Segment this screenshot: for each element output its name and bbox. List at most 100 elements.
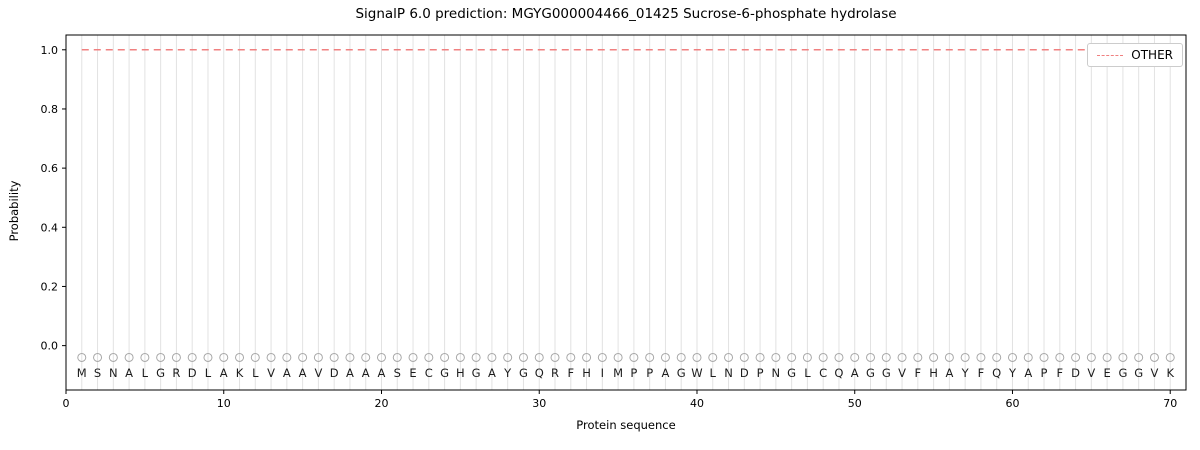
residue-letter: V [898, 366, 906, 380]
residue-marker [203, 352, 213, 362]
x-tick-label: 10 [217, 397, 231, 410]
residue-marker [455, 352, 465, 362]
residue-letter: C [425, 366, 433, 380]
residue-letter: A [378, 366, 386, 380]
y-axis-label: Probability [7, 180, 21, 242]
residue-letter: S [94, 366, 101, 380]
y-tick-label: 0.6 [41, 162, 59, 175]
legend-dashed-line-icon [1097, 54, 1124, 56]
residue-marker [313, 352, 323, 362]
y-tick-label: 1.0 [41, 44, 59, 57]
residue-letter: R [551, 366, 559, 380]
residue-letter: G [1134, 366, 1143, 380]
residue-marker [108, 352, 118, 362]
residue-letter: H [456, 366, 465, 380]
residue-marker [724, 352, 734, 362]
y-tick-label: 0.8 [41, 103, 59, 116]
axes-spines [65, 34, 1187, 391]
residue-marker [487, 352, 497, 362]
residue-letter: H [929, 366, 938, 380]
residue-letter: D [1071, 366, 1080, 380]
residue-marker [124, 352, 134, 362]
residue-marker [976, 352, 986, 362]
x-tick-label: 40 [690, 397, 704, 410]
chart-title: SignalP 6.0 prediction: MGYG000004466_01… [355, 6, 897, 22]
residue-marker [676, 352, 686, 362]
residue-marker [850, 352, 860, 362]
residue-marker [550, 352, 560, 362]
residue-letter: Y [1008, 366, 1017, 380]
residue-marker [471, 352, 481, 362]
residue-marker [582, 352, 592, 362]
residue-letter: A [283, 366, 291, 380]
residue-letter: F [1056, 366, 1063, 380]
residue-letter: Q [992, 366, 1001, 380]
residue-marker [392, 352, 402, 362]
residue-marker [156, 352, 166, 362]
residue-letter: F [567, 366, 574, 380]
residue-marker [298, 352, 308, 362]
residue-letter: M [77, 366, 87, 380]
legend: OTHER [1087, 43, 1183, 67]
residue-letter: F [978, 366, 985, 380]
residue-letter: A [346, 366, 354, 380]
residue-letter: V [267, 366, 275, 380]
residue-letter: K [236, 366, 244, 380]
residue-marker [629, 352, 639, 362]
residue-letter: G [156, 366, 165, 380]
residue-marker [1149, 352, 1159, 362]
residue-marker [1007, 352, 1017, 362]
residue-letter: P [1041, 366, 1048, 380]
residue-letter: G [882, 366, 891, 380]
residue-letter: K [1166, 366, 1174, 380]
residue-marker [881, 352, 891, 362]
residue-letter: I [601, 366, 604, 380]
residue-marker [897, 352, 907, 362]
residue-letter: W [691, 366, 702, 380]
residue-letter: A [362, 366, 370, 380]
residue-marker [518, 352, 528, 362]
residue-marker [944, 352, 954, 362]
residue-marker [1023, 352, 1033, 362]
residue-letter: A [1024, 366, 1032, 380]
residue-letter: L [142, 366, 149, 380]
y-tick-label: 0.0 [41, 340, 59, 353]
residue-letter: Q [834, 366, 843, 380]
residue-letter: G [440, 366, 449, 380]
residue-marker [424, 352, 434, 362]
residue-letter: L [804, 366, 811, 380]
residue-letter: A [851, 366, 859, 380]
residue-letter: C [819, 366, 827, 380]
residue-marker [597, 352, 607, 362]
residue-marker [1086, 352, 1096, 362]
residue-letter: A [220, 366, 228, 380]
residue-letter: G [677, 366, 686, 380]
residue-letter: A [299, 366, 307, 380]
residue-letter: P [646, 366, 653, 380]
x-tick-label: 70 [1163, 397, 1177, 410]
residue-marker [361, 352, 371, 362]
residue-marker [235, 352, 245, 362]
legend-label: OTHER [1131, 48, 1173, 62]
residue-letter: V [1151, 366, 1159, 380]
residue-marker [1118, 352, 1128, 362]
residue-letter: D [188, 366, 197, 380]
residue-letter: Q [535, 366, 544, 380]
residue-marker [140, 352, 150, 362]
residue-marker [534, 352, 544, 362]
residue-letter: L [252, 366, 259, 380]
residue-marker [613, 352, 623, 362]
y-tick-label: 0.4 [41, 221, 59, 234]
residue-letter: F [915, 366, 922, 380]
residue-marker [250, 352, 260, 362]
residue-marker [660, 352, 670, 362]
residue-letter: G [472, 366, 481, 380]
residue-letter: P [757, 366, 764, 380]
residue-letter: E [409, 366, 416, 380]
residue-marker [1102, 352, 1112, 362]
residue-marker [787, 352, 797, 362]
residue-letter: L [710, 366, 717, 380]
residue-letter: N [109, 366, 118, 380]
residue-letter: Y [961, 366, 970, 380]
residue-letter: G [866, 366, 875, 380]
